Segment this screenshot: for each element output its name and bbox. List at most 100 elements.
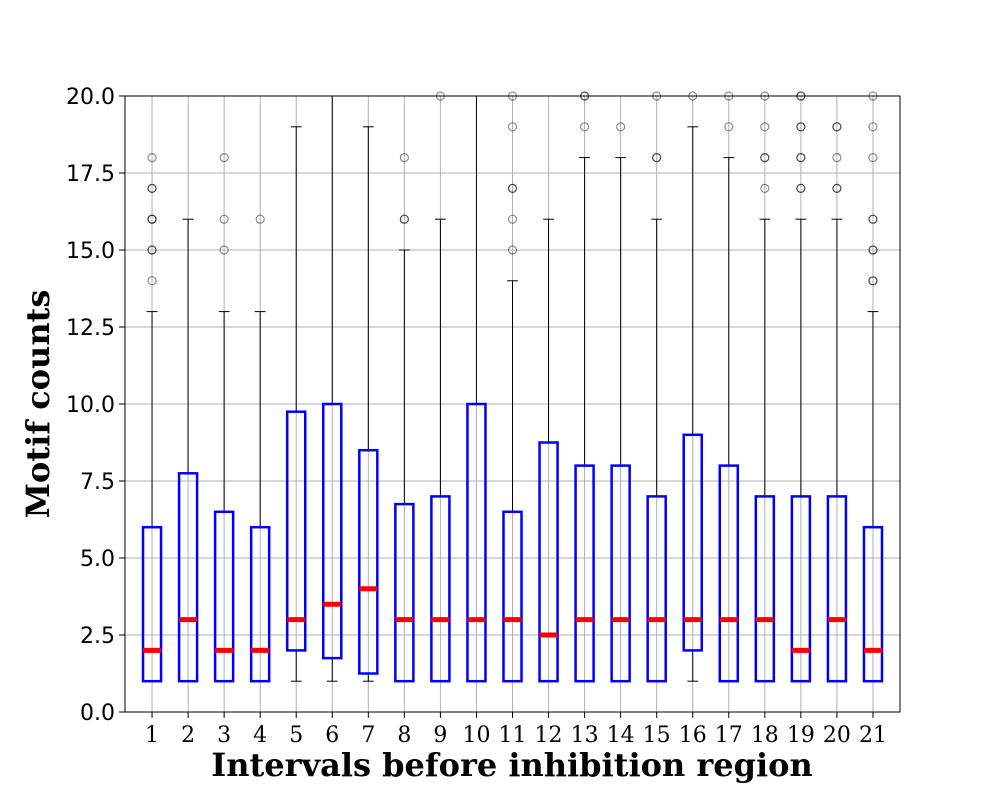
iqr-box — [646, 495, 667, 683]
outlier-point — [147, 214, 157, 224]
outlier-point — [147, 245, 157, 255]
x-tick-label: 2 — [181, 723, 195, 748]
outlier-point — [760, 122, 770, 132]
y-axis-title: Motif counts — [19, 290, 57, 519]
outlier-point — [832, 183, 842, 193]
outlier-point — [832, 183, 842, 193]
box-group-3 — [213, 153, 235, 683]
outlier-point — [652, 153, 662, 163]
outlier-point — [868, 245, 878, 255]
x-tick-label: 16 — [679, 723, 707, 748]
outlier-point — [796, 183, 806, 193]
outlier-point — [579, 122, 590, 132]
y-tick-label: 17.5 — [66, 162, 115, 187]
iqr-box — [502, 510, 523, 683]
x-tick-label: 7 — [361, 723, 375, 748]
box-group-14 — [610, 122, 631, 683]
box-group-10 — [466, 96, 487, 683]
outlier-point — [507, 183, 518, 193]
x-tick-label: 10 — [462, 723, 490, 748]
outlier-point — [796, 183, 806, 193]
outlier-point — [219, 245, 229, 255]
box-group-1 — [141, 153, 163, 683]
iqr-box — [394, 502, 415, 683]
outlier-point — [796, 122, 806, 132]
y-tick-label: 15.0 — [66, 239, 115, 264]
outlier-point — [616, 122, 626, 132]
iqr-box — [718, 464, 740, 683]
x-tick-label: 11 — [499, 723, 527, 748]
outlier-point — [219, 214, 229, 224]
outlier-point — [832, 122, 842, 132]
iqr-box — [430, 495, 451, 683]
x-tick-label: 8 — [397, 723, 411, 748]
outlier-point — [507, 183, 518, 193]
iqr-box — [862, 525, 884, 683]
iqr-box — [610, 464, 631, 683]
x-tick-label: 19 — [787, 723, 815, 748]
outlier-point — [652, 153, 662, 163]
outlier-point — [868, 245, 878, 255]
outlier-point — [399, 153, 409, 163]
x-tick-label: 1 — [145, 723, 159, 748]
outlier-point — [219, 153, 229, 163]
iqr-box — [754, 495, 776, 683]
outlier-point — [868, 122, 878, 132]
iqr-box — [322, 402, 343, 660]
plot-frame — [124, 95, 901, 713]
y-tick-label: 7.5 — [80, 470, 115, 495]
x-tick-label: 3 — [217, 723, 231, 748]
iqr-box — [213, 510, 235, 683]
y-tick-label: 0.0 — [80, 701, 115, 726]
x-tick-label: 17 — [715, 723, 743, 748]
x-tick-label: 20 — [823, 723, 851, 748]
outlier-point — [796, 153, 806, 163]
outlier-point — [868, 276, 878, 286]
x-tick-label: 15 — [643, 723, 671, 748]
box-group-17 — [718, 91, 740, 683]
box-group-20 — [826, 122, 848, 683]
iqr-box — [466, 402, 487, 683]
outlier-point — [796, 122, 806, 132]
outlier-point — [724, 122, 734, 132]
x-tick-label: 21 — [859, 723, 887, 748]
x-tick-label: 12 — [535, 723, 563, 748]
outlier-point — [147, 214, 157, 224]
outlier-point — [147, 245, 157, 255]
box-group-2 — [177, 218, 199, 683]
outlier-point — [868, 153, 878, 163]
x-tick-label: 4 — [253, 723, 267, 748]
outlier-point — [147, 214, 157, 224]
iqr-box — [790, 495, 812, 683]
outlier-point — [760, 153, 770, 163]
outlier-point — [868, 276, 878, 286]
iqr-box — [177, 472, 199, 683]
outlier-point — [147, 153, 157, 163]
y-tick-label: 5.0 — [80, 547, 115, 572]
outlier-point — [760, 183, 770, 193]
box-group-4 — [249, 214, 271, 683]
iqr-box — [358, 448, 379, 675]
y-tick-label: 2.5 — [80, 624, 115, 649]
box-group-6 — [322, 96, 343, 682]
x-tick-label: 13 — [571, 723, 599, 748]
x-tick-label: 14 — [607, 723, 635, 748]
box-group-5 — [285, 126, 307, 682]
box-group-21 — [862, 91, 884, 683]
box-group-16 — [682, 91, 703, 682]
x-tick-label: 9 — [433, 723, 447, 748]
outlier-point — [832, 153, 842, 163]
outlier-point — [147, 183, 157, 193]
outlier-point — [399, 214, 409, 224]
x-tick-label: 5 — [289, 723, 303, 748]
iqr-box — [682, 433, 703, 652]
box-group-7 — [358, 126, 379, 682]
outlier-point — [147, 183, 157, 193]
box-group-9 — [430, 91, 451, 683]
iqr-box — [826, 495, 848, 683]
box-group-15 — [646, 91, 667, 683]
outlier-point — [147, 276, 157, 286]
outlier-point — [832, 122, 842, 132]
